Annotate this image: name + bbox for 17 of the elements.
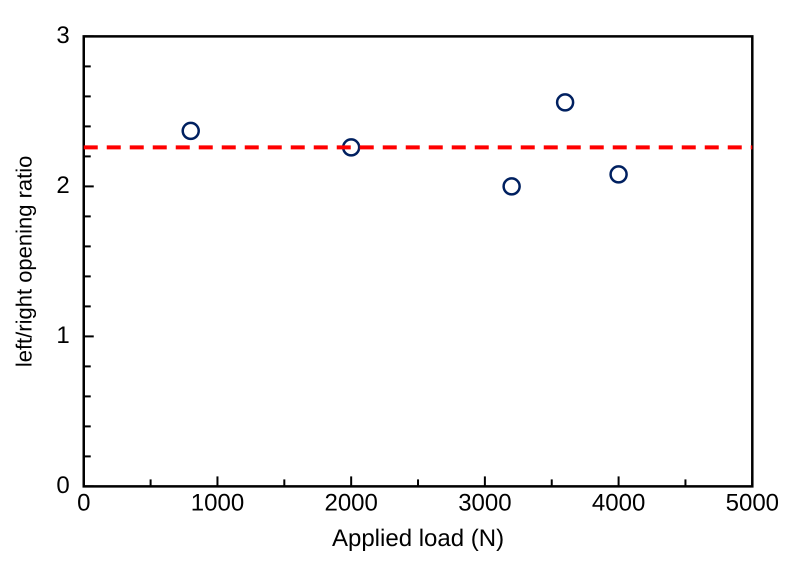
x-tick-label: 5000 <box>726 489 779 516</box>
y-tick-label: 2 <box>56 172 70 200</box>
point <box>556 93 574 112</box>
x-tick-label: 0 <box>77 489 90 516</box>
point <box>342 138 360 157</box>
y-tick-label: 0 <box>56 472 70 500</box>
point <box>181 122 200 140</box>
x-axis-title: Applied load (N) <box>332 525 504 552</box>
y-tick-label: 3 <box>56 22 70 50</box>
x-tick-label: 1000 <box>190 489 244 516</box>
x-tick-label: 2000 <box>324 489 378 516</box>
point <box>609 165 628 184</box>
y-tick-label: 1 <box>56 322 70 350</box>
x-tick-label: 4000 <box>592 489 646 516</box>
x-tick-label: 3000 <box>458 489 512 516</box>
point <box>502 177 521 196</box>
y-axis-title: left/right opening ratio <box>11 156 36 368</box>
